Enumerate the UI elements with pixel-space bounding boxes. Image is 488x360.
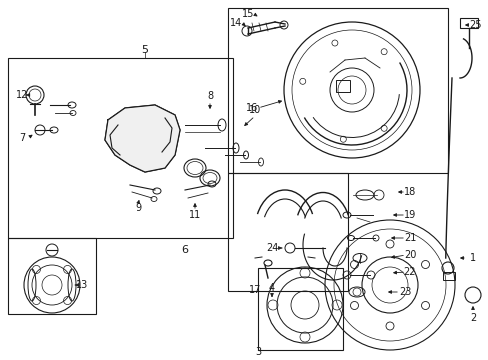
Text: 6: 6 xyxy=(181,245,188,255)
Text: 4: 4 xyxy=(268,283,274,293)
Text: 17: 17 xyxy=(248,285,261,295)
Text: 9: 9 xyxy=(135,203,141,213)
Text: 10: 10 xyxy=(248,105,261,115)
Text: 18: 18 xyxy=(403,187,415,197)
Polygon shape xyxy=(105,105,180,172)
Text: 7: 7 xyxy=(19,133,25,143)
Text: 13: 13 xyxy=(76,280,88,290)
Bar xyxy=(459,18,477,28)
Text: 14: 14 xyxy=(229,18,242,28)
Bar xyxy=(258,268,342,350)
Text: 23: 23 xyxy=(398,287,410,297)
Text: 20: 20 xyxy=(403,250,415,260)
Text: 16: 16 xyxy=(245,103,258,113)
Bar xyxy=(442,272,454,280)
Bar xyxy=(8,58,232,238)
Bar xyxy=(335,80,349,92)
Text: 24: 24 xyxy=(265,243,278,253)
Text: 5: 5 xyxy=(141,45,148,55)
Bar xyxy=(227,173,347,291)
Bar xyxy=(8,238,96,314)
Text: 12: 12 xyxy=(16,90,28,100)
Text: 25: 25 xyxy=(468,20,480,30)
Text: 19: 19 xyxy=(403,210,415,220)
Text: 8: 8 xyxy=(206,91,213,101)
Text: 21: 21 xyxy=(403,233,415,243)
Text: 2: 2 xyxy=(469,313,475,323)
Text: 3: 3 xyxy=(254,347,261,357)
Text: 11: 11 xyxy=(188,210,201,220)
Bar xyxy=(227,8,447,173)
Text: 1: 1 xyxy=(469,253,475,263)
Text: 22: 22 xyxy=(403,267,415,277)
Text: 15: 15 xyxy=(242,9,254,19)
